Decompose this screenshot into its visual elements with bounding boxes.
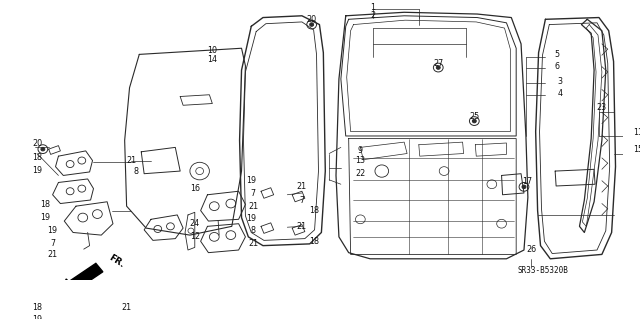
Text: 20: 20 [307,15,317,24]
Text: 21: 21 [47,250,58,259]
Circle shape [472,119,476,123]
Text: 16: 16 [190,184,200,193]
Text: 21: 21 [122,302,132,312]
Text: 21: 21 [127,156,136,165]
Text: 22: 22 [355,169,365,178]
Text: 18: 18 [32,302,42,312]
Text: 5: 5 [554,50,559,59]
Text: 19: 19 [32,166,42,175]
Text: 19: 19 [246,214,257,223]
Text: 20: 20 [32,139,42,148]
Text: SR33-B5320B: SR33-B5320B [517,266,568,275]
Text: 19: 19 [47,226,58,235]
Text: 18: 18 [310,237,319,246]
Text: 21: 21 [248,202,259,211]
Text: 6: 6 [555,62,559,71]
Circle shape [41,147,45,151]
Text: 24: 24 [189,219,200,228]
Text: 18: 18 [310,206,319,215]
Text: 7: 7 [251,189,256,197]
Text: 26: 26 [527,245,537,254]
Text: 2: 2 [371,11,376,20]
Text: 21: 21 [248,239,259,249]
Text: 11: 11 [633,128,640,137]
Text: 7: 7 [50,239,55,249]
Text: 18: 18 [40,200,50,209]
Text: 4: 4 [557,89,563,98]
Text: 25: 25 [469,112,479,121]
Text: 7: 7 [300,196,305,204]
Text: 19: 19 [246,176,257,185]
Text: 18: 18 [32,153,42,162]
Text: FR.: FR. [107,253,126,270]
Text: 9: 9 [358,146,363,155]
Text: 12: 12 [189,232,200,241]
Text: 27: 27 [433,59,444,68]
Text: 21: 21 [297,182,307,191]
Text: 21: 21 [297,222,307,231]
Text: 17: 17 [522,177,532,186]
Text: 13: 13 [355,156,365,165]
Circle shape [522,185,526,189]
FancyArrow shape [60,263,103,294]
Text: 1: 1 [371,3,376,11]
Text: 19: 19 [32,315,42,319]
Text: 8: 8 [251,226,256,235]
Text: 19: 19 [40,213,50,222]
Circle shape [436,66,440,69]
Circle shape [310,23,314,26]
Text: 14: 14 [207,55,218,64]
Text: 10: 10 [207,46,218,55]
Text: 23: 23 [597,102,607,112]
Text: 8: 8 [134,167,139,176]
Text: 15: 15 [633,145,640,154]
Text: 3: 3 [557,77,563,86]
